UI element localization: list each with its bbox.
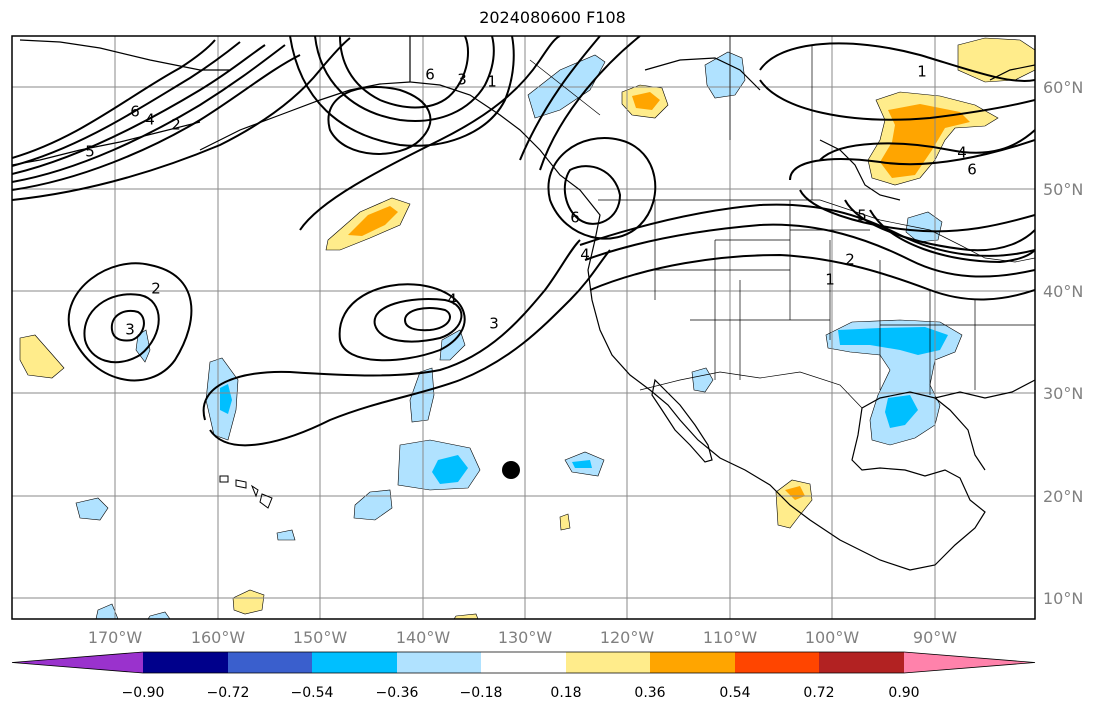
- lat-label: 10°N: [1043, 589, 1083, 608]
- contour-label: 6: [130, 103, 140, 121]
- contour-label: 3: [457, 71, 467, 89]
- colorbar-outline: [11, 651, 1036, 674]
- lon-label: 140°W: [396, 628, 451, 647]
- lat-label: 30°N: [1043, 384, 1083, 403]
- contour-label: 5: [857, 207, 867, 225]
- colorbar: [11, 651, 1036, 674]
- colorbar-tick-label: 0.18: [550, 685, 581, 701]
- colorbar-tick-label: −0.18: [460, 685, 503, 701]
- lat-label: 20°N: [1043, 487, 1083, 506]
- colorbar-tick-label: −0.90: [122, 685, 165, 701]
- colorbar-segment: [397, 652, 481, 673]
- colorbar-extend-max: [904, 652, 1035, 673]
- contour-label: 6: [570, 209, 580, 227]
- colorbar-segment: [228, 652, 312, 673]
- contour-label: 4: [447, 291, 457, 309]
- graticule: [12, 36, 1035, 619]
- colorbar-segment: [735, 652, 819, 673]
- contour-label: 1: [825, 271, 835, 289]
- colorbar-tick-label: 0.90: [888, 685, 919, 701]
- lon-label: 170°W: [88, 628, 143, 647]
- lon-label: 130°W: [498, 628, 553, 647]
- lon-label: 160°W: [191, 628, 246, 647]
- hawaii-islands: [219, 475, 273, 509]
- map-frame: [11, 35, 1036, 620]
- contour-label: 4: [580, 246, 590, 264]
- contour-label: 1: [917, 63, 927, 81]
- contour-label: 5: [85, 143, 95, 161]
- lon-label: 90°W: [913, 628, 957, 647]
- colorbar-segment: [566, 652, 650, 673]
- colorbar-segment: [143, 652, 228, 673]
- latitude-labels: 60°N 50°N 40°N 30°N 20°N 10°N: [1043, 78, 1083, 608]
- colorbar-segment: [481, 652, 566, 673]
- coastlines: [12, 36, 1035, 571]
- strong-positive-anomaly-shading: [348, 92, 970, 500]
- contour-label: 2: [171, 116, 181, 134]
- lon-label: 150°W: [293, 628, 348, 647]
- colorbar-tick-label: 0.72: [803, 685, 834, 701]
- storm-marker: [502, 461, 520, 479]
- contour-label: 6: [425, 66, 435, 84]
- colorbar-tick-label: 0.54: [719, 685, 750, 701]
- lat-label: 50°N: [1043, 180, 1083, 199]
- contour-lines: [12, 36, 1035, 447]
- political-borders: [529, 36, 1035, 409]
- colorbar-tick-labels: −0.90 −0.72 −0.54 −0.36 −0.18 0.18 0.36 …: [122, 685, 920, 701]
- contour-label: 6: [967, 161, 977, 179]
- colorbar-extend-min: [12, 652, 143, 673]
- colorbar-tick-label: −0.54: [291, 685, 334, 701]
- map-title: 2024080600 F108: [479, 8, 626, 27]
- colorbar-segment: [312, 652, 397, 673]
- longitude-labels: 170°W 160°W 150°W 140°W 130°W 120°W 110°…: [88, 628, 957, 647]
- colorbar-segment: [819, 652, 904, 673]
- contour-label: 2: [151, 280, 161, 298]
- strong-negative-anomaly-shading: [220, 327, 948, 484]
- contour-label: 1: [487, 73, 497, 91]
- lon-label: 100°W: [805, 628, 860, 647]
- contour-label: 2: [845, 251, 855, 269]
- contour-label: 4: [145, 111, 155, 129]
- colorbar-tick-label: 0.36: [634, 685, 665, 701]
- colorbar-tick-label: −0.36: [376, 685, 419, 701]
- colorbar-tick-label: −0.72: [207, 685, 250, 701]
- lat-label: 40°N: [1043, 282, 1083, 301]
- colorbar-segment: [650, 652, 735, 673]
- contour-label: 3: [489, 315, 499, 333]
- contour-label: 4: [957, 144, 967, 162]
- lon-label: 120°W: [600, 628, 655, 647]
- contour-label: 3: [125, 321, 135, 339]
- lat-label: 60°N: [1043, 78, 1083, 97]
- lon-label: 110°W: [703, 628, 758, 647]
